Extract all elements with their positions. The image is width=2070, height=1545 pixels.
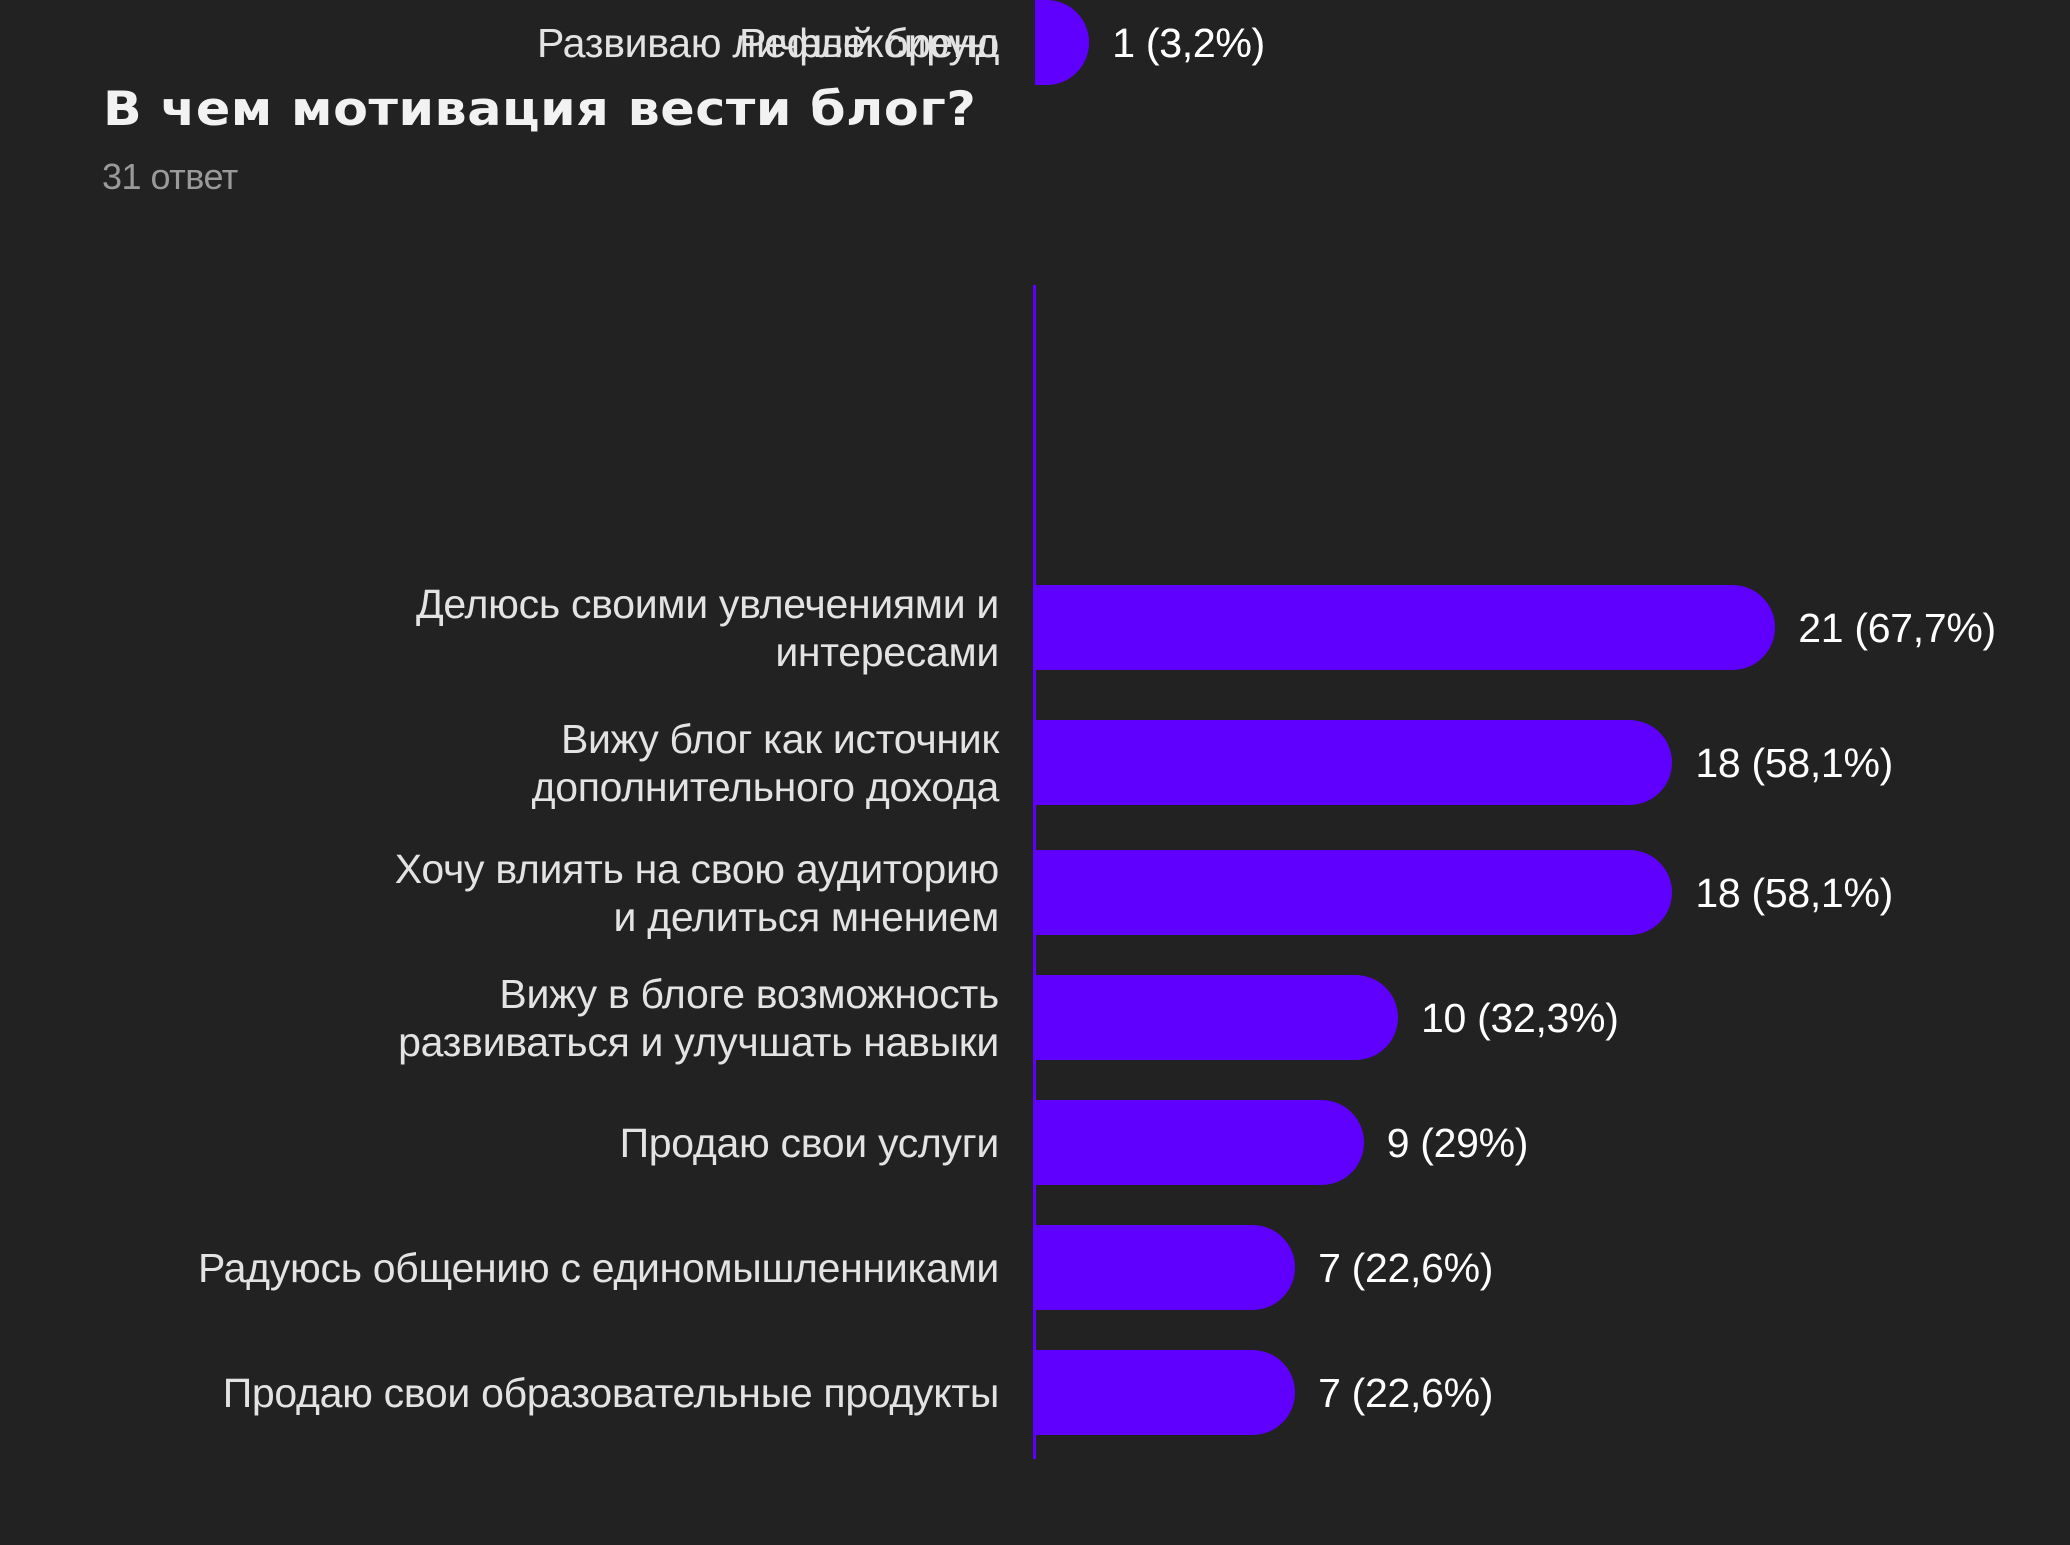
value-label: 1 (3,2%) xyxy=(1112,19,1265,66)
category-label: Продаю свои услуги xyxy=(619,1119,1000,1166)
category-label: Вижу блог как источник дополнительного д… xyxy=(531,715,1000,810)
bar xyxy=(1035,1225,1296,1310)
bar-row: Продаю свои услуги 9 (29%) xyxy=(0,1100,2070,1185)
bar-row: Вижу блог как источник дополнительного д… xyxy=(0,716,2070,810)
chart-title: В чем мотивация вести блог? xyxy=(103,82,977,137)
bar xyxy=(1035,1100,1364,1185)
bar xyxy=(1035,585,1776,670)
category-label: Делюсь своими увлечениями и интересами xyxy=(415,580,999,675)
bar-row: Радуюсь общению с единомышленниками 7 (2… xyxy=(0,1225,2070,1310)
bar xyxy=(1035,975,1398,1060)
bar-row: Продаю свои образовательные продукты 7 (… xyxy=(0,1350,2070,1435)
response-count: 31 ответ xyxy=(102,156,238,197)
bar xyxy=(1035,720,1673,805)
category-label: Вижу в блоге возможность развиваться и у… xyxy=(398,970,999,1065)
bar xyxy=(1035,1350,1296,1435)
category-label: Рефлексирую xyxy=(739,19,999,66)
value-label: 18 (58,1%) xyxy=(1695,739,1893,786)
value-label: 1 (3,2%) xyxy=(1112,19,1265,66)
category-label: Развиваю личный бренд xyxy=(536,19,999,66)
value-label: 18 (58,1%) xyxy=(1695,869,1893,916)
bar xyxy=(1035,0,1090,85)
bar-row: Делюсь своими увлечениями и интересами 2… xyxy=(0,581,2070,675)
category-label: Хочу влиять на свою аудиторию и делиться… xyxy=(394,845,1000,940)
bar-row: Развиваю личный бренд 1 (3,2%) xyxy=(0,0,2070,85)
bar-row: Вижу в блоге возможность развиваться и у… xyxy=(0,971,2070,1065)
value-label: 7 (22,6%) xyxy=(1318,1369,1494,1416)
value-label: 10 (32,3%) xyxy=(1421,994,1619,1041)
category-label: Радуюсь общению с единомышленниками xyxy=(197,1244,999,1291)
y-axis-line xyxy=(1033,285,1036,1459)
category-label: Продаю свои образовательные продукты xyxy=(222,1369,1000,1416)
bar-row: Хочу влиять на свою аудиторию и делиться… xyxy=(0,846,2070,940)
value-label: 21 (67,7%) xyxy=(1798,604,1996,651)
value-label: 9 (29%) xyxy=(1386,1119,1529,1166)
value-label: 7 (22,6%) xyxy=(1318,1244,1494,1291)
bar xyxy=(1035,850,1673,935)
